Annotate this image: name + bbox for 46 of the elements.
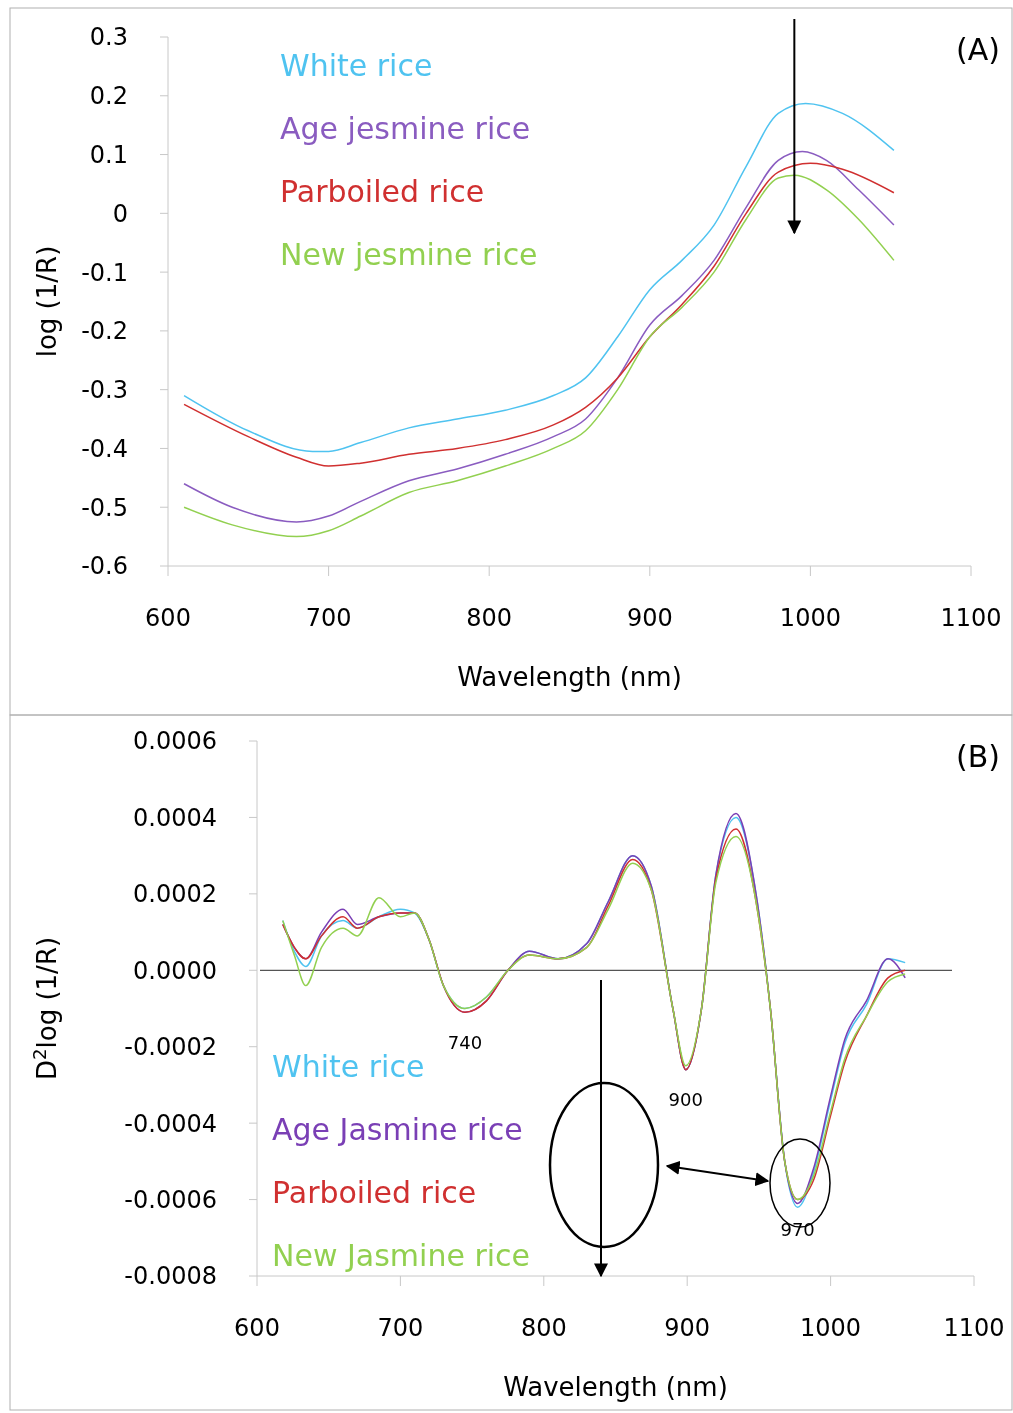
y-tick-label: -0.0004 (124, 1109, 217, 1138)
y-tick-label: -0.0008 (124, 1262, 217, 1291)
annotation: 900 (668, 1088, 703, 1110)
text: White rice (280, 47, 433, 83)
y-axis-title: log (1/R) (32, 245, 62, 358)
x-tick-label: 1100 (943, 1314, 1005, 1342)
y-tick-label: 0 (112, 199, 128, 228)
y-tick-label: 0.1 (89, 140, 128, 169)
text: Parboiled rice (272, 1174, 477, 1210)
text: New Jasmine rice (272, 1237, 531, 1273)
x-tick-label: 600 (234, 1314, 280, 1342)
annotation: (A) (956, 32, 1000, 67)
x-tick-label: 600 (145, 604, 191, 632)
annotation: 970 (780, 1218, 815, 1240)
x-tick-label: 700 (305, 604, 352, 632)
y-tick-label: -0.2 (81, 317, 128, 346)
series-label: White rice (272, 1048, 425, 1084)
x-tick-label: 1000 (800, 1314, 862, 1342)
text: Age Jasmine rice (272, 1111, 523, 1147)
x-axis-title: Wavelength (nm) (503, 1372, 728, 1402)
y-tick-label: 0.2 (89, 82, 128, 111)
x-tick-label: 800 (520, 1314, 567, 1342)
y-tick-label: 0.3 (89, 23, 128, 52)
annotation: 740 (447, 1031, 483, 1053)
y-tick-label: 0.0006 (133, 727, 217, 756)
x-tick-label: 900 (664, 1314, 711, 1342)
x-axis-title: Wavelength (nm) (457, 662, 682, 692)
text: New jesmine rice (280, 236, 538, 272)
text: Age jesmine rice (280, 110, 531, 146)
x-tick-label: 900 (626, 604, 673, 632)
y-tick-label: -0.0002 (124, 1033, 217, 1062)
y-tick-label: -0.3 (81, 376, 128, 405)
y-tick-label: 0.0004 (133, 803, 217, 832)
text: Parboiled rice (280, 173, 485, 209)
x-tick-label: 1100 (940, 604, 1002, 632)
x-tick-label: 1000 (779, 604, 841, 632)
y-tick-label: -0.0006 (124, 1185, 217, 1214)
y-tick-label: -0.1 (81, 258, 128, 287)
x-tick-label: 800 (466, 604, 513, 632)
x-tick-label: 700 (377, 1314, 424, 1342)
y-tick-label: -0.6 (81, 552, 128, 581)
annotation: (B) (956, 739, 1000, 774)
y-tick-label: -0.5 (81, 493, 128, 522)
y-tick-label: 0.0002 (133, 880, 217, 909)
y-tick-label: 0.0000 (133, 956, 217, 985)
y-tick-label: -0.4 (81, 434, 128, 463)
